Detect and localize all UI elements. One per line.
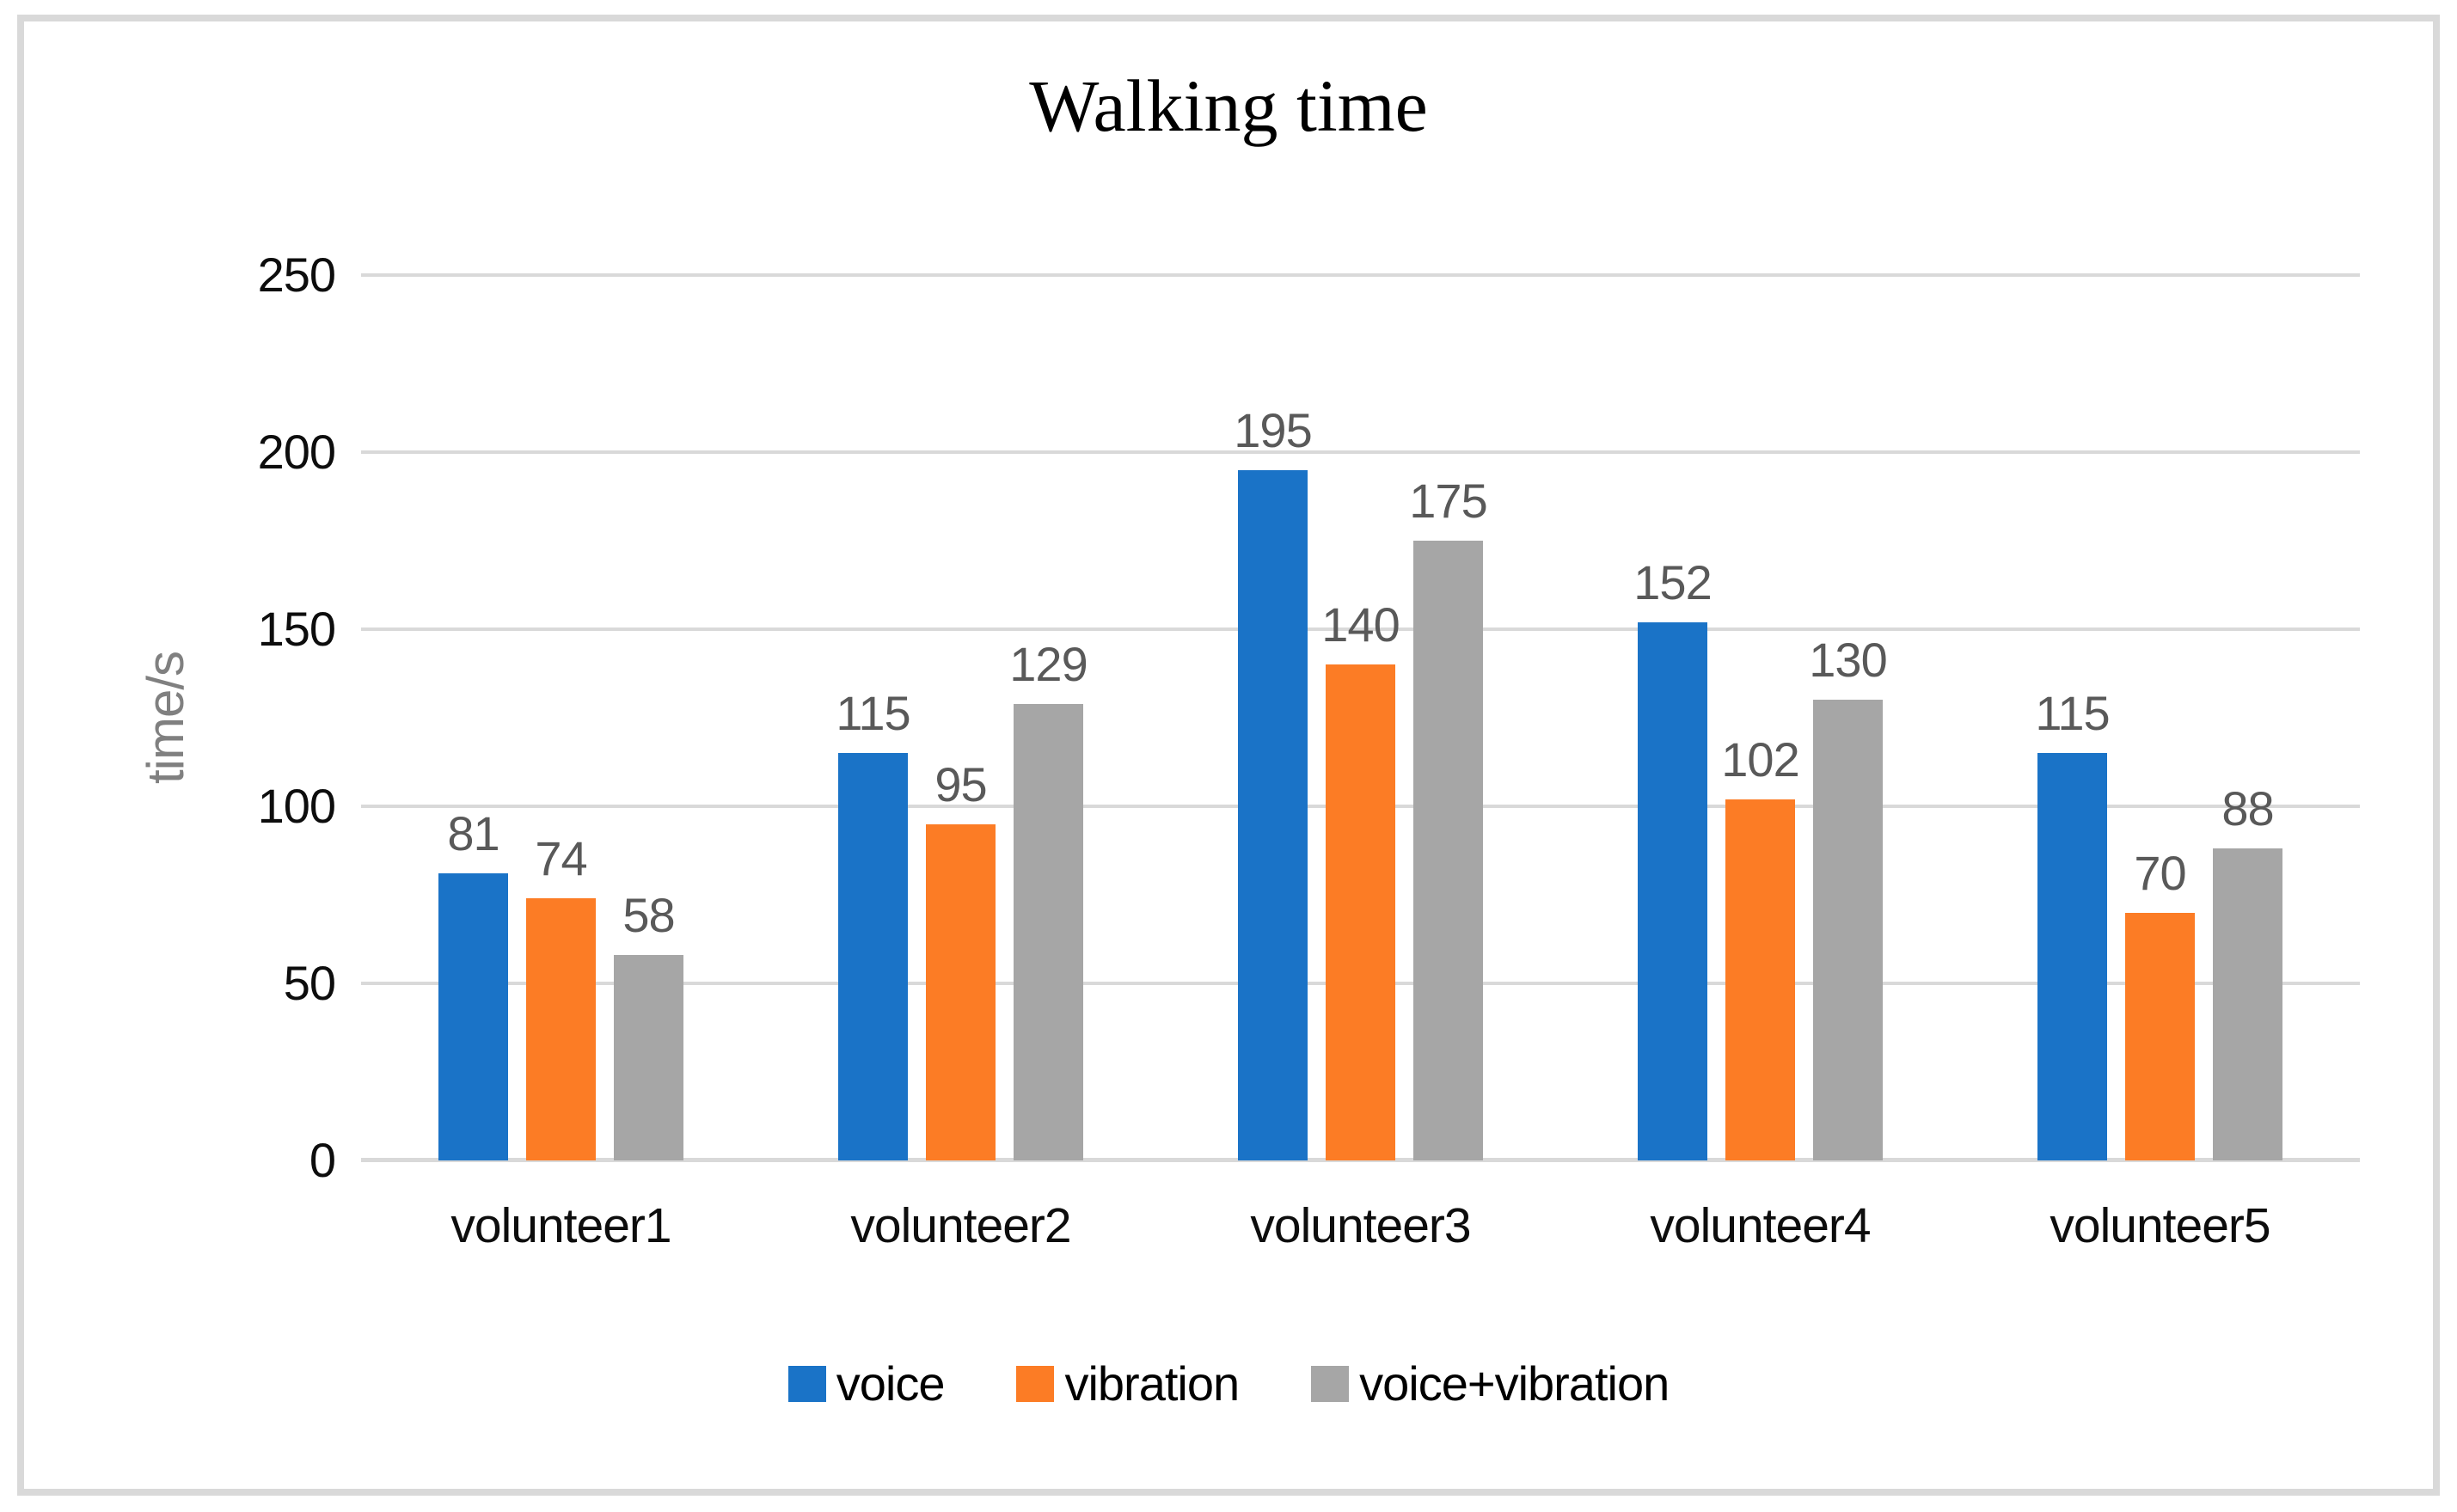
- bar-voice: 195: [1234, 406, 1313, 1160]
- bar-voice: 115: [836, 689, 911, 1160]
- y-axis-title: time/s: [137, 651, 194, 785]
- legend-item-voice+vibration: voice+vibration: [1311, 1356, 1670, 1411]
- bar-vibration: 70: [2125, 848, 2195, 1160]
- bar-voice+vibration: 175: [1409, 477, 1488, 1160]
- legend-item-voice: voice: [787, 1356, 946, 1411]
- legend-swatch-icon: [787, 1366, 826, 1402]
- x-axis-label: volunteer2: [850, 1198, 1071, 1253]
- legend-item-vibration: vibration: [1016, 1356, 1240, 1411]
- legend-label: voice+vibration: [1359, 1356, 1670, 1411]
- bar-cluster: 81 74 58: [361, 275, 761, 1160]
- y-tick-label: 0: [309, 1133, 336, 1187]
- bar-value-label: 88: [2221, 781, 2274, 836]
- x-axis-label: volunteer1: [450, 1198, 671, 1253]
- bar-voice: 81: [438, 810, 508, 1160]
- bar-cluster: 115 70 88: [1960, 275, 2360, 1160]
- bar-value-label: 58: [622, 888, 675, 943]
- figure-frame: [17, 15, 2440, 1496]
- x-axis-label: volunteer3: [1250, 1198, 1471, 1253]
- y-tick-label: 150: [257, 602, 336, 656]
- bar-groups: 81 74 58 volunteer1 115 95 129 volunteer2 195 140…: [361, 275, 2360, 1251]
- legend-swatch-icon: [1311, 1366, 1350, 1402]
- bar-value-label: 102: [1721, 732, 1799, 787]
- gridline: [361, 450, 2360, 454]
- category-group: 152 102 130 volunteer4: [1560, 275, 1960, 1250]
- bar-value-label: 130: [1809, 633, 1887, 688]
- gridline: [361, 273, 2360, 277]
- bar-cluster: 115 95 129: [761, 275, 1161, 1160]
- bar-value-label: 115: [2035, 686, 2110, 741]
- bar-value-label: 115: [836, 686, 910, 741]
- bar-value-label: 195: [1234, 402, 1312, 457]
- bar-value-label: 95: [934, 756, 987, 811]
- bar-vibration: 102: [1721, 735, 1800, 1160]
- bar-vibration: 140: [1321, 601, 1400, 1160]
- category-group: 195 140 175 volunteer3: [1161, 275, 1560, 1250]
- bar-vibration: 95: [926, 760, 996, 1160]
- bar-value-label: 140: [1321, 597, 1400, 652]
- x-axis-label: volunteer4: [1650, 1198, 1871, 1253]
- category-group: 115 95 129 volunteer2: [761, 275, 1161, 1250]
- gridline: [361, 627, 2360, 631]
- bar-voice+vibration: 130: [1809, 636, 1888, 1160]
- bar-cluster: 152 102 130: [1560, 275, 1960, 1160]
- legend-label: voice: [836, 1356, 946, 1411]
- bar-value-label: 70: [2134, 845, 2186, 900]
- bar-vibration: 74: [526, 835, 596, 1160]
- plot-area: 0 50 100 150 200 250 time/s 81 74 58 volunteer1 1…: [137, 251, 2360, 1251]
- bar-cluster: 195 140 175: [1161, 275, 1560, 1160]
- y-tick-label: 200: [257, 425, 336, 479]
- bar-value-label: 152: [1633, 554, 1712, 609]
- category-group: 81 74 58 volunteer1: [361, 275, 761, 1251]
- bar-value-label: 74: [535, 831, 587, 886]
- y-tick-label: 50: [283, 956, 336, 1010]
- bar-voice+vibration: 88: [2213, 785, 2282, 1160]
- bar-voice+vibration: 58: [614, 891, 683, 1160]
- bar-value-label: 175: [1409, 474, 1487, 528]
- y-tick-label: 100: [257, 779, 336, 833]
- bar-voice: 115: [2035, 689, 2111, 1160]
- bar-voice: 152: [1633, 558, 1713, 1160]
- legend-label: vibration: [1064, 1356, 1240, 1411]
- bar-value-label: 81: [447, 806, 499, 861]
- chart-title: Walking time: [1029, 64, 1428, 147]
- category-group: 115 70 88 volunteer5: [1960, 275, 2360, 1251]
- y-tick-label: 250: [257, 248, 336, 302]
- x-axis-label: volunteer5: [2050, 1198, 2270, 1253]
- bar-value-label: 129: [1009, 636, 1088, 691]
- bar-voice+vibration: 129: [1009, 640, 1088, 1160]
- legend-swatch-icon: [1016, 1366, 1055, 1402]
- legend: voice vibration voice+vibration: [0, 1360, 2457, 1408]
